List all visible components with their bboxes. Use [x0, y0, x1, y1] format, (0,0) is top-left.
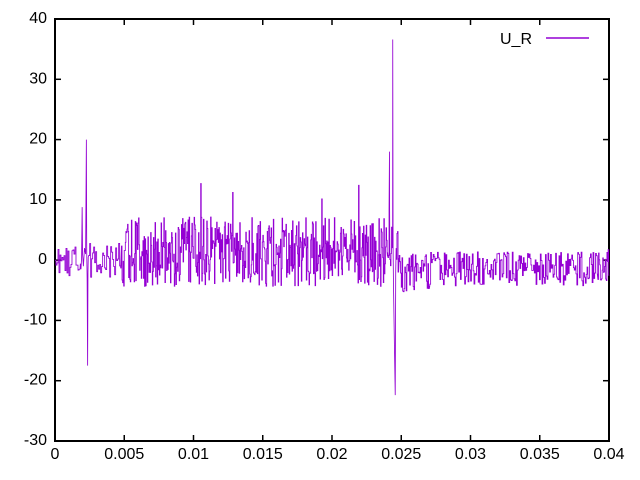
svg-text:10: 10	[29, 191, 47, 208]
svg-text:0.025: 0.025	[381, 446, 421, 463]
svg-text:0: 0	[51, 446, 60, 463]
svg-text:30: 30	[29, 70, 47, 87]
svg-text:-20: -20	[24, 372, 47, 389]
svg-text:0.035: 0.035	[520, 446, 560, 463]
svg-text:-10: -10	[24, 311, 47, 328]
svg-text:0.005: 0.005	[104, 446, 144, 463]
svg-text:0.01: 0.01	[178, 446, 209, 463]
svg-text:20: 20	[29, 131, 47, 148]
svg-text:0: 0	[38, 251, 47, 268]
svg-text:0.02: 0.02	[316, 446, 347, 463]
svg-text:U_R: U_R	[500, 31, 532, 48]
svg-text:-30: -30	[24, 432, 47, 449]
svg-text:40: 40	[29, 10, 47, 27]
svg-text:0.015: 0.015	[243, 446, 283, 463]
svg-text:0.04: 0.04	[593, 446, 624, 463]
svg-text:0.03: 0.03	[455, 446, 486, 463]
